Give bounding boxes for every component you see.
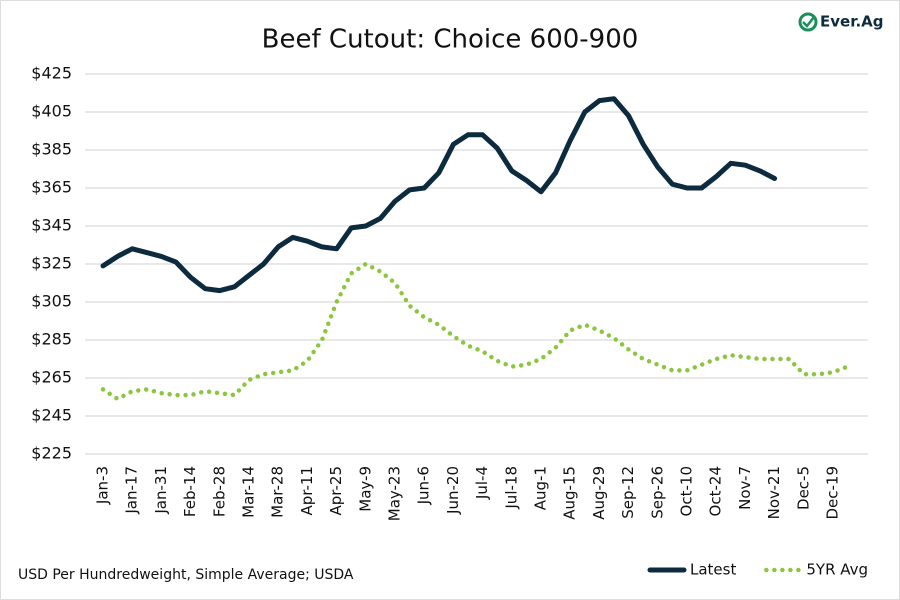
x-tick-label: Jun-6 xyxy=(415,466,433,505)
x-tick-label: Aug-29 xyxy=(590,466,608,520)
x-tick-label: Dec-5 xyxy=(794,466,812,510)
x-tick-label: Aug-15 xyxy=(561,466,579,520)
y-tick-label: $385 xyxy=(31,140,72,159)
chart-title: Beef Cutout: Choice 600-900 xyxy=(262,25,639,55)
x-tick-label: Jan-17 xyxy=(123,466,141,515)
legend-label: 5YR Avg xyxy=(806,561,868,579)
series-line xyxy=(100,96,778,294)
x-tick-label: Jan-31 xyxy=(152,466,170,515)
y-tick-label: $345 xyxy=(31,216,72,235)
x-tick-label: Sep-26 xyxy=(648,466,666,519)
y-tick-label: $245 xyxy=(31,406,72,425)
x-tick-label: Mar-28 xyxy=(269,466,287,518)
y-tick-label: $265 xyxy=(31,368,72,387)
x-tick-label: Feb-14 xyxy=(181,466,199,517)
x-tick-label: Jan-3 xyxy=(94,466,112,505)
x-tick-label: Dec-19 xyxy=(824,466,842,520)
x-tick-label: Apr-11 xyxy=(298,466,316,516)
y-tick-label: $285 xyxy=(31,330,72,349)
legend-label: Latest xyxy=(690,561,736,579)
x-tick-label: Aug-1 xyxy=(532,466,550,510)
x-tick-label: Oct-10 xyxy=(678,466,696,516)
x-tick-label: May-9 xyxy=(356,466,374,512)
logo-text: Ever.Ag xyxy=(820,13,884,31)
series-line xyxy=(100,261,850,402)
y-tick-label: $365 xyxy=(31,178,72,197)
x-tick-label: Nov-7 xyxy=(736,466,754,510)
x-tick-label: May-23 xyxy=(386,466,404,521)
x-tick-label: Sep-12 xyxy=(619,466,637,519)
x-tick-label: Jul-4 xyxy=(473,466,491,500)
x-tick-label: Jun-20 xyxy=(444,466,462,515)
x-tick-label: Nov-21 xyxy=(765,466,783,519)
x-tick-label: Feb-28 xyxy=(210,466,228,517)
logo-icon xyxy=(798,12,818,32)
legend-item: Latest xyxy=(647,561,736,579)
y-tick-label: $325 xyxy=(31,254,72,273)
y-tick-label: $305 xyxy=(31,292,72,311)
x-tick-label: Mar-14 xyxy=(240,466,258,518)
x-tick-label: Oct-24 xyxy=(707,466,725,516)
y-tick-label: $425 xyxy=(31,64,72,83)
legend-item: 5YR Avg xyxy=(764,561,868,579)
x-tick-label: Jul-18 xyxy=(502,466,520,510)
y-tick-label: $405 xyxy=(31,102,72,121)
y-tick-label: $225 xyxy=(31,444,72,463)
footnote: USD Per Hundredweight, Simple Average; U… xyxy=(18,567,354,583)
x-tick-label: Apr-25 xyxy=(327,466,345,516)
